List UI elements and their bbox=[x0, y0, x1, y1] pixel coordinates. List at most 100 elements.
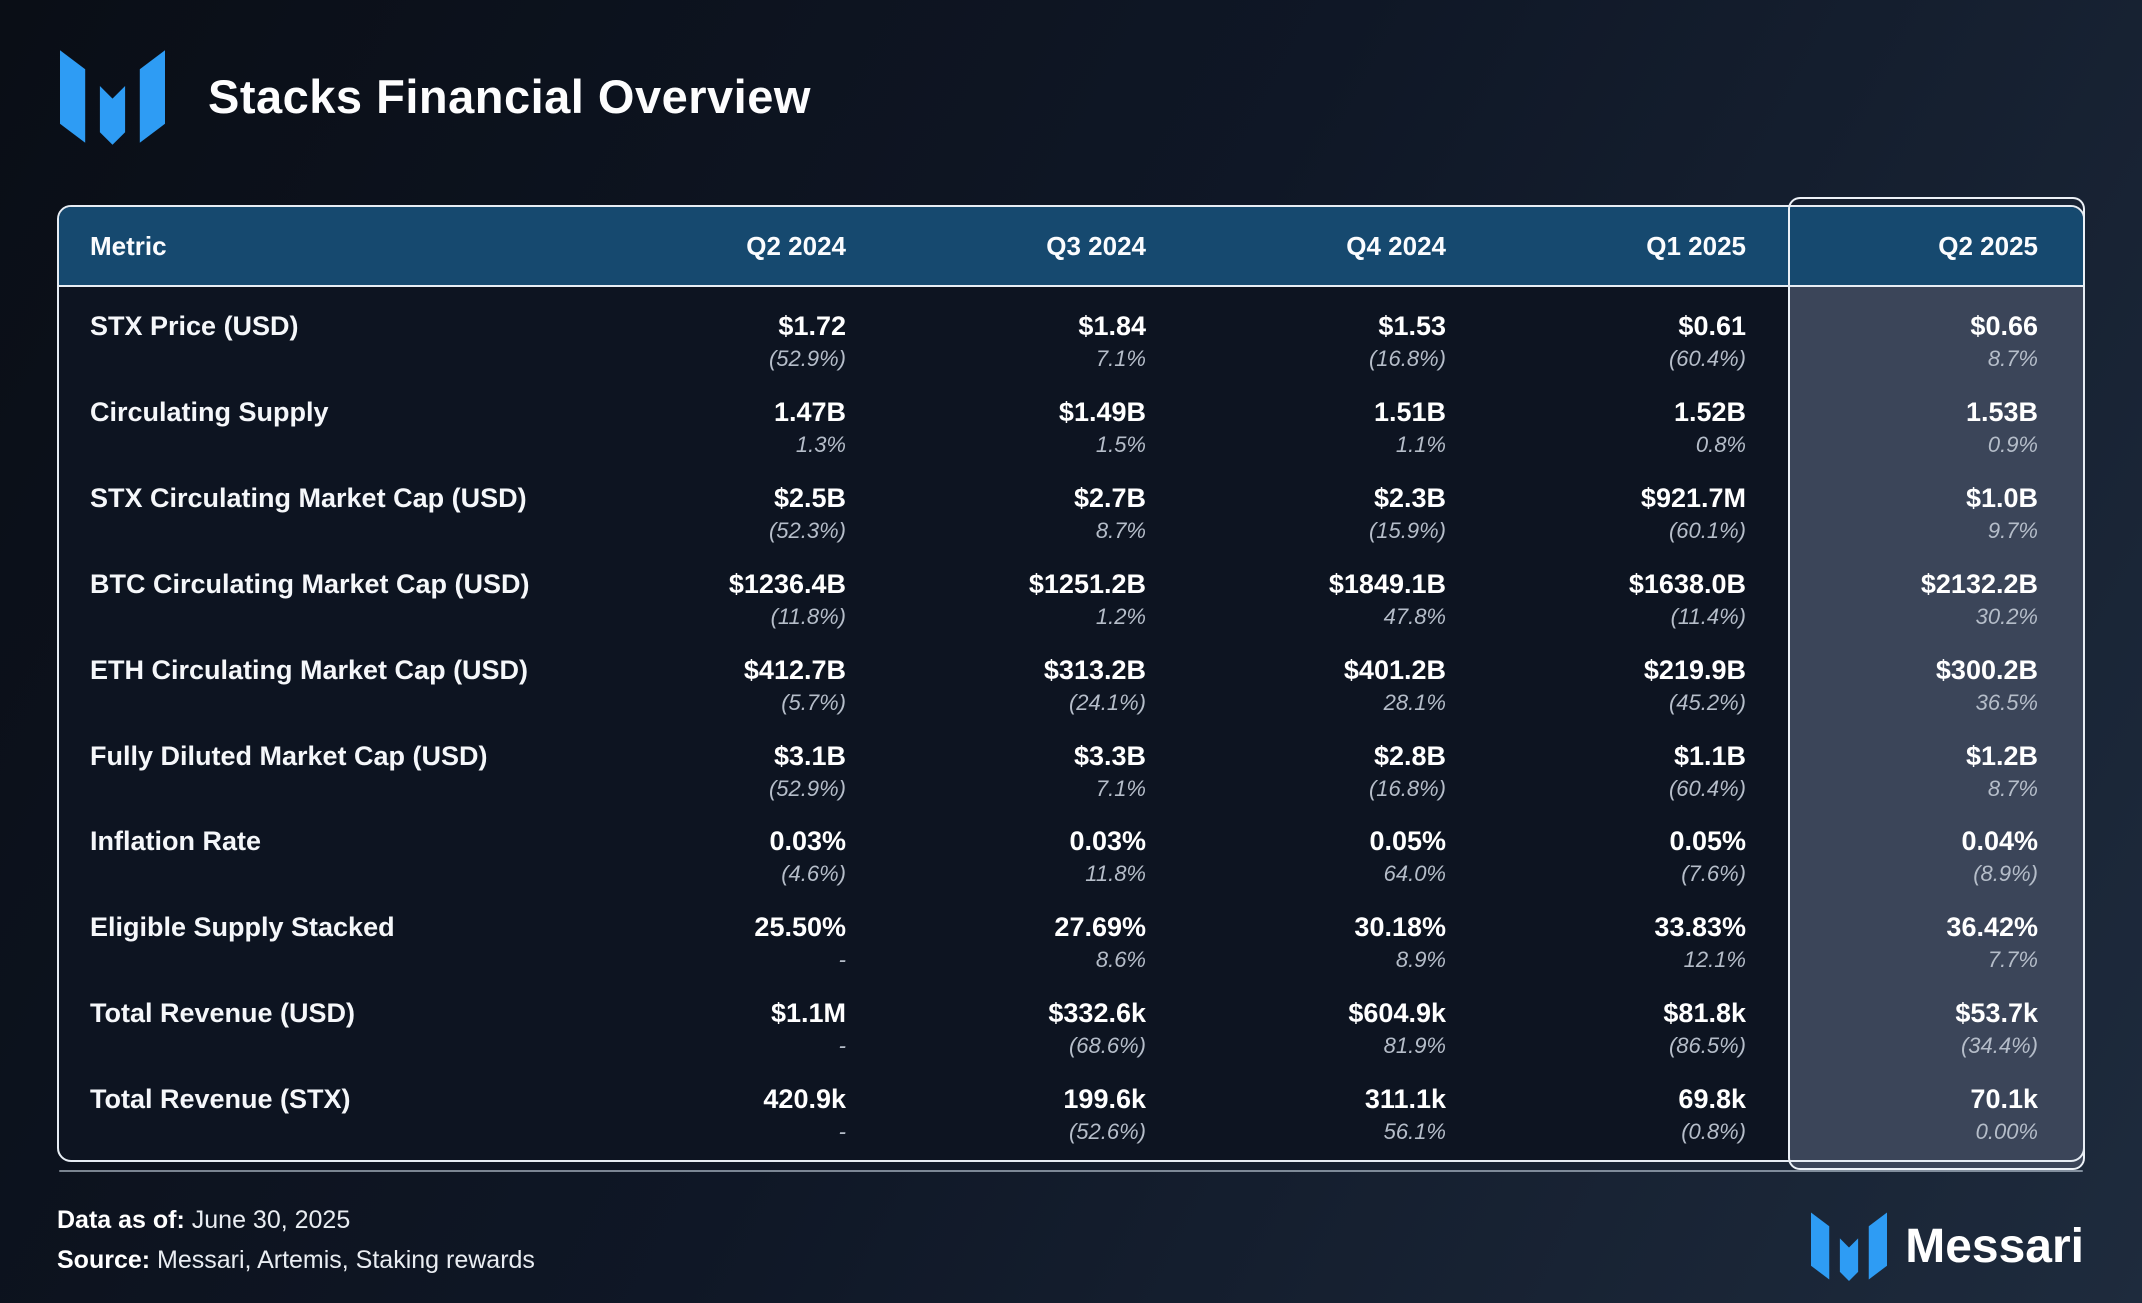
metric-value: 0.03% bbox=[769, 826, 846, 857]
metric-value: $1.2B bbox=[1965, 740, 2038, 771]
table-row: Total Revenue (STX) 420.9k - 199.6k (52.6%) 3… bbox=[59, 1068, 2083, 1154]
value-cell: $0.61 (60.4%) bbox=[1488, 295, 1788, 381]
value-cell-highlight: 70.1k 0.00% bbox=[1788, 1068, 2083, 1154]
quarter-change-value: 8.9% bbox=[1395, 947, 1446, 973]
quarter-change-value: (24.1%) bbox=[1068, 689, 1146, 715]
quarter-change-value: 8.6% bbox=[1095, 947, 1146, 973]
value-cell: $412.7B (5.7%) bbox=[588, 639, 888, 725]
quarter-change-value: 12.1% bbox=[1683, 947, 1746, 973]
quarter-change-value: 11.8% bbox=[1085, 861, 1146, 887]
value-cell: $1.1B (60.4%) bbox=[1488, 725, 1788, 811]
metric-value: $313.2B bbox=[1043, 654, 1146, 685]
footer-brand: Messari bbox=[1811, 1206, 2084, 1286]
messari-logo-icon bbox=[60, 50, 165, 145]
value-cell: 420.9k - bbox=[588, 1068, 888, 1154]
metric-label: STX Price (USD) bbox=[90, 311, 299, 341]
metric-label: ETH Circulating Market Cap (USD) bbox=[90, 654, 529, 685]
metric-label: Inflation Rate bbox=[90, 826, 262, 857]
value-cell: $1.53 (16.8%) bbox=[1188, 295, 1488, 381]
quarter-change-value: (7.6%) bbox=[1681, 861, 1746, 887]
quarter-change-value: (60.4%) bbox=[1668, 346, 1746, 371]
metric-value: 420.9k bbox=[763, 1084, 846, 1115]
value-cell: $2.7B 8.7% bbox=[888, 467, 1188, 553]
value-cell: $1.72 (52.9%) bbox=[588, 295, 888, 381]
metric-value: 1.52B bbox=[1673, 396, 1746, 427]
metric-value: 199.6k bbox=[1063, 1084, 1146, 1115]
value-cell: 69.8k (0.8%) bbox=[1488, 1068, 1788, 1154]
quarter-change-value: 56.1% bbox=[1383, 1119, 1446, 1145]
column-header-metric: Metric bbox=[90, 230, 167, 261]
metric-value: $1.72 bbox=[778, 311, 846, 341]
quarter-change-value: (45.2%) bbox=[1668, 689, 1746, 715]
column-header-q3-2024: Q3 2024 bbox=[1046, 230, 1146, 261]
metric-value: $3.3B bbox=[1073, 740, 1146, 771]
metric-value: $1849.1B bbox=[1328, 568, 1446, 599]
quarter-change-value: 0.8% bbox=[1695, 431, 1746, 457]
value-cell: $2.5B (52.3%) bbox=[588, 467, 888, 553]
page-header: Stacks Financial Overview bbox=[57, 44, 811, 149]
page-title: Stacks Financial Overview bbox=[208, 70, 811, 123]
metric-value: 25.50% bbox=[754, 912, 846, 943]
brand-name: Messari bbox=[1905, 1219, 2084, 1273]
quarter-change-value: (8.9%) bbox=[1973, 861, 2038, 887]
quarter-change-value: 36.5% bbox=[1975, 689, 2038, 715]
column-header-q2-2025: Q2 2025 bbox=[1938, 230, 2038, 261]
metric-value: $604.9k bbox=[1348, 998, 1446, 1029]
value-cell: 33.83% 12.1% bbox=[1488, 896, 1788, 982]
metric-value: 36.42% bbox=[1946, 912, 2038, 943]
quarter-change-value: 0.9% bbox=[1987, 431, 2038, 457]
value-cell: 1.52B 0.8% bbox=[1488, 381, 1788, 467]
value-cell: $2.3B (15.9%) bbox=[1188, 467, 1488, 553]
metric-value: $53.7k bbox=[1955, 998, 2038, 1029]
value-cell: $604.9k 81.9% bbox=[1188, 982, 1488, 1068]
quarter-change-value: 81.9% bbox=[1383, 1033, 1446, 1059]
table-row: STX Price (USD) $1.72 (52.9%) $1.84 7.1% $1.5… bbox=[59, 295, 2083, 381]
metric-label: Total Revenue (STX) bbox=[90, 1084, 351, 1115]
value-cell: $313.2B (24.1%) bbox=[888, 639, 1188, 725]
metric-value: $0.61 bbox=[1678, 311, 1746, 341]
metric-value: $1.49B bbox=[1058, 396, 1146, 427]
quarter-change-value: 9.7% bbox=[1987, 517, 2038, 543]
value-cell: $3.3B 7.1% bbox=[888, 725, 1188, 811]
metric-value: $219.9B bbox=[1643, 654, 1746, 685]
table-row: Total Revenue (USD) $1.1M - $332.6k (68.6%) $… bbox=[59, 982, 2083, 1068]
value-cell-highlight: $1.2B 8.7% bbox=[1788, 725, 2083, 811]
quarter-change-value: (52.3%) bbox=[768, 517, 846, 543]
metric-value: 70.1k bbox=[1970, 1084, 2038, 1115]
quarter-change-value: 8.7% bbox=[1987, 346, 2038, 371]
metric-value: $401.2B bbox=[1343, 654, 1446, 685]
quarter-change-value: 7.1% bbox=[1095, 346, 1146, 371]
value-cell: $401.2B 28.1% bbox=[1188, 639, 1488, 725]
metric-value: $921.7M bbox=[1640, 482, 1746, 513]
quarter-change-value: (68.6%) bbox=[1068, 1033, 1146, 1059]
value-cell-highlight: $1.0B 9.7% bbox=[1788, 467, 2083, 553]
value-cell-highlight: $0.66 8.7% bbox=[1788, 295, 2083, 381]
value-cell: $1638.0B (11.4%) bbox=[1488, 553, 1788, 639]
quarter-change-value: (0.8%) bbox=[1681, 1119, 1746, 1145]
quarter-change-value: 1.1% bbox=[1395, 431, 1446, 457]
value-cell: 27.69% 8.6% bbox=[888, 896, 1188, 982]
metric-label: STX Circulating Market Cap (USD) bbox=[90, 482, 527, 513]
metric-value: 27.69% bbox=[1054, 912, 1146, 943]
value-cell-highlight: $2132.2B 30.2% bbox=[1788, 553, 2083, 639]
quarter-change-value: (34.4%) bbox=[1960, 1033, 2038, 1059]
quarter-change-value: (60.4%) bbox=[1668, 775, 1746, 801]
quarter-change-value: 47.8% bbox=[1383, 603, 1446, 629]
quarter-change-value: 0.00% bbox=[1975, 1119, 2038, 1145]
metric-value: $2.5B bbox=[773, 482, 846, 513]
metric-value: $1251.2B bbox=[1028, 568, 1146, 599]
table-header-row: Metric Q2 2024 Q3 2024 Q4 2024 Q1 2025 Q… bbox=[59, 207, 2083, 287]
quarter-change-value: 1.5% bbox=[1095, 431, 1146, 457]
metric-value: $1.1M bbox=[770, 998, 846, 1029]
value-cell: $1.49B 1.5% bbox=[888, 381, 1188, 467]
quarter-change-value: (86.5%) bbox=[1668, 1033, 1746, 1059]
value-cell: 311.1k 56.1% bbox=[1188, 1068, 1488, 1154]
data-as-of-label: Data as of: bbox=[57, 1206, 185, 1234]
quarter-change-value: - bbox=[838, 1119, 846, 1145]
quarter-change-value: (60.1%) bbox=[1668, 517, 1746, 543]
quarter-change-value: (5.7%) bbox=[781, 689, 846, 715]
metric-value: 0.05% bbox=[1369, 826, 1446, 857]
quarter-change-value: 64.0% bbox=[1383, 861, 1446, 887]
quarter-change-value: - bbox=[838, 947, 846, 973]
metric-value: 1.47B bbox=[773, 396, 846, 427]
